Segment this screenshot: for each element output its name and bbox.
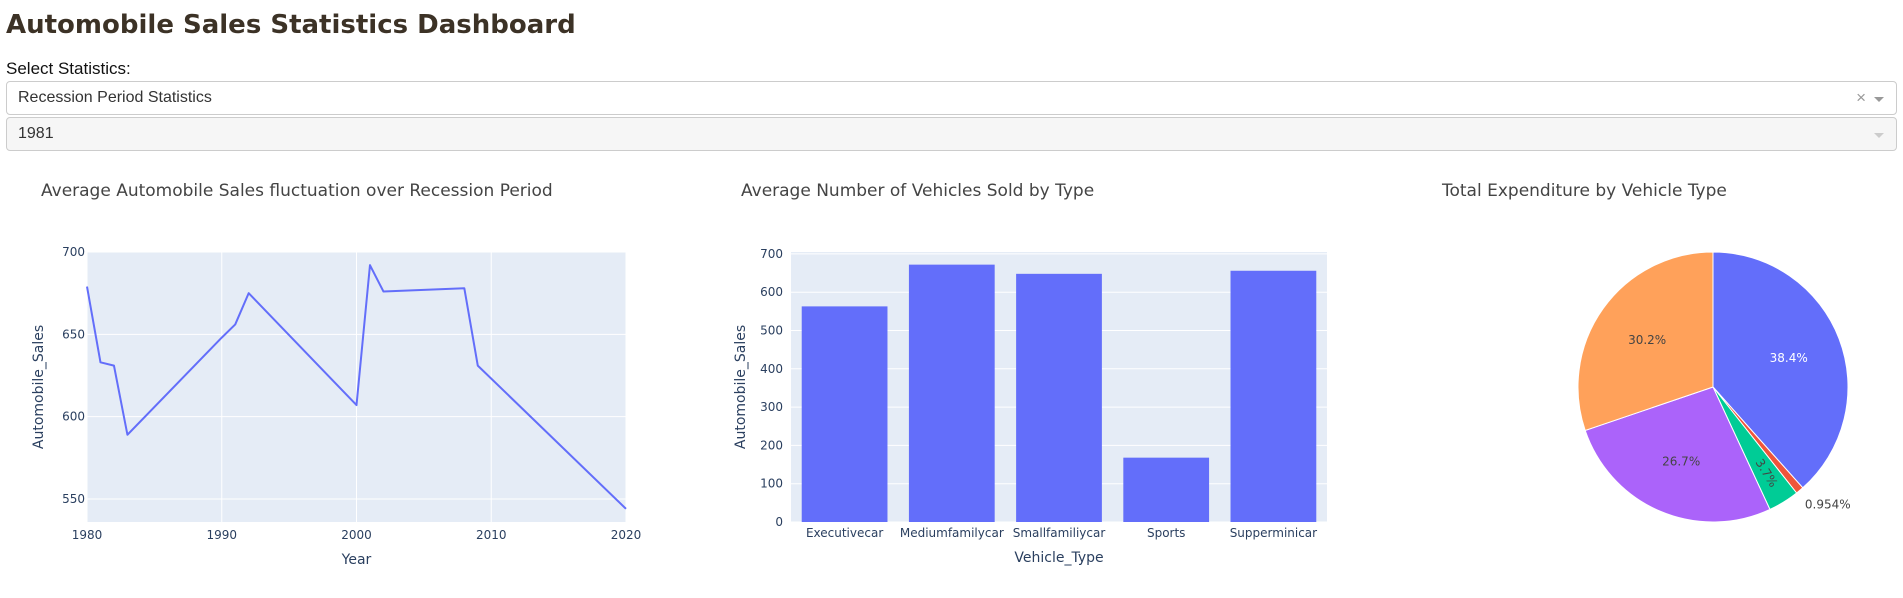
- x-tick-label: 2020: [611, 528, 642, 542]
- x-axis-label: Year: [341, 552, 372, 568]
- statistics-dropdown-value: Recession Period Statistics: [18, 89, 212, 107]
- line-chart: Average Automobile Sales fluctuation ove…: [0, 170, 620, 590]
- bar-chart: Average Number of Vehicles Sold by Type 0…: [700, 170, 1320, 590]
- chart-title: Total Expenditure by Vehicle Type: [1441, 181, 1727, 201]
- y-tick-label: 400: [760, 362, 783, 376]
- x-tick-label: 1990: [206, 528, 237, 542]
- bar: [1231, 271, 1317, 522]
- slice-label: 0.954%: [1805, 498, 1851, 512]
- bar: [909, 265, 995, 522]
- x-tick-label: Mediumfamilycar: [900, 526, 1004, 540]
- chart-title: Average Automobile Sales fluctuation ove…: [41, 181, 553, 201]
- slice-label: 30.2%: [1628, 333, 1666, 347]
- select-statistics-label: Select Statistics:: [6, 59, 131, 79]
- year-dropdown: 1981: [6, 117, 1897, 151]
- y-tick-label: 100: [760, 477, 783, 491]
- y-tick-label: 300: [760, 400, 783, 414]
- y-tick-label: 0: [775, 515, 783, 529]
- x-tick-label: Supperminicar: [1230, 526, 1317, 540]
- chevron-down-icon: [1874, 133, 1884, 138]
- slice-label: 38.4%: [1770, 351, 1808, 365]
- page-title: Automobile Sales Statistics Dashboard: [6, 10, 576, 40]
- y-tick-label: 200: [760, 438, 783, 452]
- bar: [802, 306, 888, 522]
- y-tick-label: 700: [760, 247, 783, 261]
- x-tick-label: 2000: [341, 528, 372, 542]
- y-tick-label: 500: [760, 324, 783, 338]
- x-tick-label: 2010: [476, 528, 507, 542]
- year-dropdown-value: 1981: [18, 125, 54, 143]
- x-tick-label: 1980: [72, 528, 103, 542]
- y-tick-label: 600: [760, 285, 783, 299]
- x-tick-label: Sports: [1147, 526, 1185, 540]
- statistics-dropdown[interactable]: Recession Period Statistics ×: [6, 81, 1897, 115]
- pie-chart: Total Expenditure by Vehicle Type 38.4% 0.…: [1400, 170, 1903, 590]
- y-tick-label: 600: [62, 410, 85, 424]
- y-tick-label: 650: [62, 327, 85, 341]
- clear-icon[interactable]: ×: [1856, 88, 1866, 108]
- x-tick-label: Smallfamiliycar: [1013, 526, 1106, 540]
- slice-label: 26.7%: [1662, 454, 1700, 468]
- bar: [1016, 274, 1102, 522]
- x-tick-label: Executivecar: [806, 526, 883, 540]
- y-axis-label: Automobile_Sales: [31, 325, 47, 449]
- y-tick-label: 550: [62, 492, 85, 506]
- y-tick-label: 700: [62, 245, 85, 259]
- chart-title: Average Number of Vehicles Sold by Type: [741, 181, 1094, 201]
- y-axis-label: Automobile_Sales: [733, 325, 749, 449]
- bar: [1123, 458, 1209, 522]
- x-axis-label: Vehicle_Type: [1014, 550, 1103, 566]
- chevron-down-icon[interactable]: [1874, 97, 1884, 102]
